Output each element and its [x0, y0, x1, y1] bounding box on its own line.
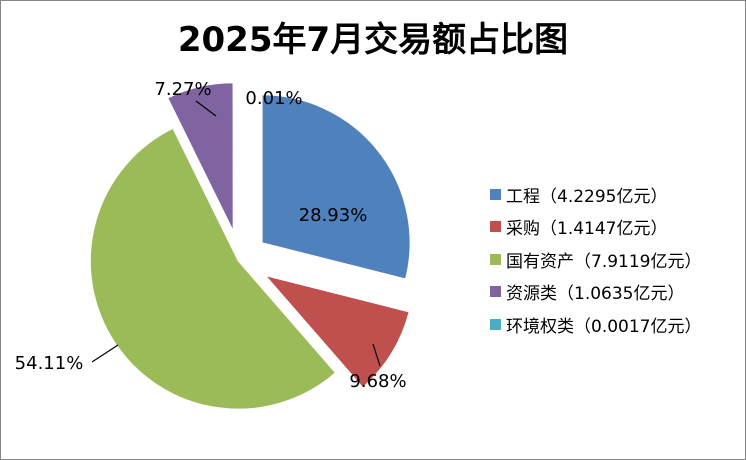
slice-percent-label: 54.11%: [15, 353, 84, 374]
slice-percent-label: 28.93%: [299, 205, 368, 226]
legend-label: 工程（4.2295亿元）: [506, 186, 668, 207]
leader-line: [91, 344, 119, 363]
pie-slice: [89, 127, 337, 410]
slice-percent-label: 9.68%: [349, 371, 406, 392]
legend-swatch: [490, 286, 501, 298]
legend-swatch: [490, 188, 501, 200]
legend-swatch: [490, 253, 501, 265]
legend-item: 国有资产（7.9119亿元）: [490, 243, 701, 276]
legend-swatch: [490, 221, 501, 233]
legend-label: 采购（1.4147亿元）: [506, 219, 668, 240]
pie-slice: [261, 94, 411, 280]
slice-percent-label: 0.01%: [245, 88, 302, 109]
legend-label: 国有资产（7.9119亿元）: [506, 251, 702, 272]
legend: 工程（4.2295亿元） 采购（1.4147亿元） 国有资产（7.9119亿元）…: [490, 178, 701, 341]
slice-percent-label: 7.27%: [154, 79, 211, 100]
legend-item: 环境权类（0.0017亿元）: [490, 308, 701, 341]
chart-title: 2025年7月交易额占比图: [177, 20, 569, 60]
legend-label: 资源类（1.0635亿元）: [506, 284, 685, 305]
pie-slice: [264, 274, 410, 389]
legend-swatch: [490, 318, 501, 330]
leader-line: [372, 343, 381, 367]
legend-item: 工程（4.2295亿元）: [490, 178, 701, 211]
leader-line: [195, 100, 217, 117]
pie-slice: [167, 82, 234, 232]
legend-item: 采购（1.4147亿元）: [490, 211, 701, 244]
legend-label: 环境权类（0.0017亿元）: [506, 316, 702, 337]
legend-item: 资源类（1.0635亿元）: [490, 276, 701, 309]
